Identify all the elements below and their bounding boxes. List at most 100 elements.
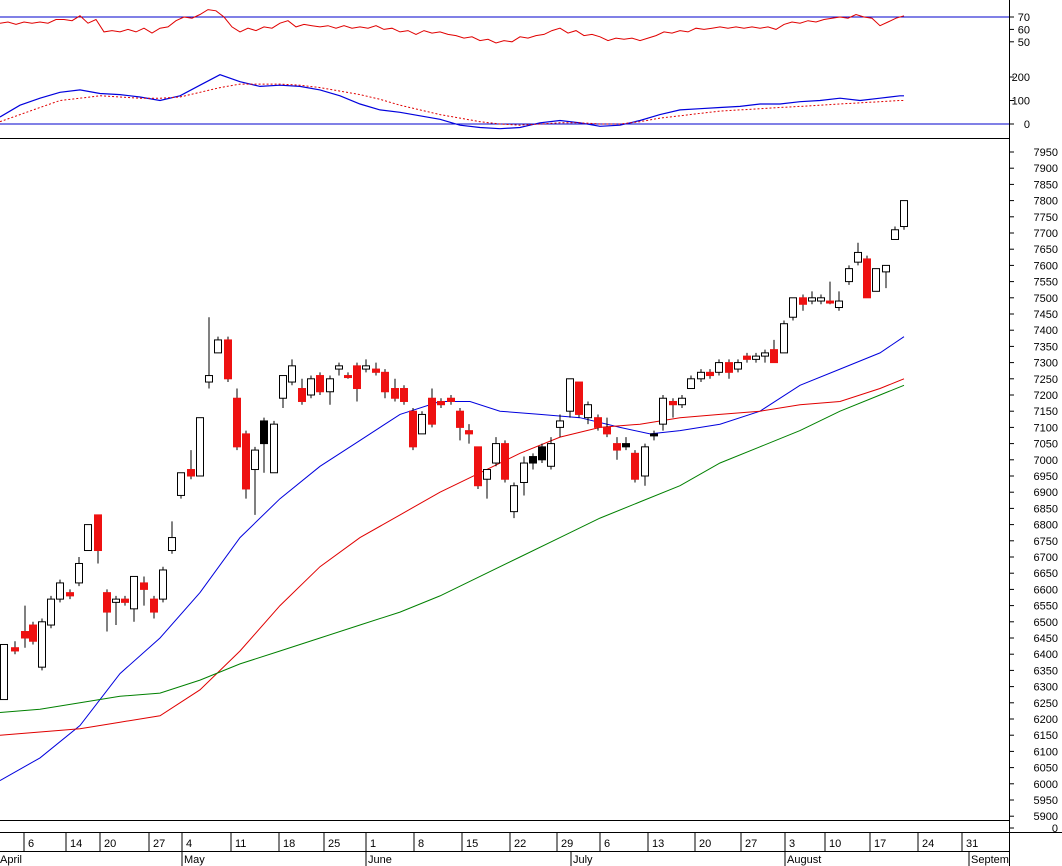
oscillator-line-0 xyxy=(0,74,904,130)
candle-body xyxy=(799,297,807,305)
candle-body xyxy=(437,400,445,406)
candle xyxy=(789,297,797,321)
price-tick-label: 7500 xyxy=(1034,293,1058,305)
candle xyxy=(697,369,705,383)
x-day-label: 22 xyxy=(514,838,526,850)
candle xyxy=(307,375,315,399)
candle-body xyxy=(622,443,630,448)
price-tick-label: 5950 xyxy=(1034,795,1058,807)
price-tick-label: 7100 xyxy=(1034,422,1058,434)
candle-body xyxy=(603,426,611,435)
x-day-label: 13 xyxy=(652,838,664,850)
x-month-label: Septem xyxy=(971,854,1009,866)
candle xyxy=(437,398,445,408)
price-panel xyxy=(0,200,908,782)
candle xyxy=(799,294,807,311)
candle xyxy=(826,281,834,305)
price-tick-label: 6300 xyxy=(1034,682,1058,694)
candle xyxy=(725,359,733,379)
candle-body xyxy=(298,388,306,402)
candle-body xyxy=(483,469,491,480)
candle-body xyxy=(501,443,509,480)
candle xyxy=(168,521,176,554)
rsi-line-0 xyxy=(0,9,905,44)
candle-body xyxy=(900,200,908,228)
candle xyxy=(483,469,491,499)
candle xyxy=(501,440,509,483)
candle-body xyxy=(418,413,426,435)
candle-body xyxy=(140,582,148,590)
candle xyxy=(659,395,667,431)
oscillator-tick-label: 100 xyxy=(1012,96,1030,108)
candle xyxy=(817,294,825,305)
candle xyxy=(900,200,908,230)
candle xyxy=(381,369,389,399)
candle-body xyxy=(584,404,592,419)
candle xyxy=(288,359,296,386)
x-day-label: 25 xyxy=(328,838,340,850)
candle-body xyxy=(214,339,222,354)
candle xyxy=(112,595,120,626)
candle xyxy=(575,381,583,418)
candle-body xyxy=(641,446,649,477)
candle-body xyxy=(556,420,564,428)
candle xyxy=(529,453,537,470)
candle xyxy=(84,524,92,552)
candle xyxy=(335,362,343,376)
candle xyxy=(121,595,129,606)
price-tick-label: 6500 xyxy=(1034,617,1058,629)
price-tick-label: 7250 xyxy=(1034,374,1058,386)
candle xyxy=(538,443,546,464)
candle-body xyxy=(279,375,287,399)
x-day-label: 6 xyxy=(604,838,610,850)
candle-body xyxy=(474,446,482,487)
candle-body xyxy=(409,410,417,448)
candle-body xyxy=(826,300,834,304)
candle xyxy=(38,618,46,671)
candle-body xyxy=(510,485,518,513)
price-tick-label: 7150 xyxy=(1034,406,1058,418)
candle-body xyxy=(112,598,120,603)
price-tick-label: 6400 xyxy=(1034,649,1058,661)
price-tick-label: 6650 xyxy=(1034,568,1058,580)
price-tick-label: 7050 xyxy=(1034,439,1058,451)
candle-body xyxy=(752,355,760,360)
candle-body xyxy=(400,388,408,402)
candle-body xyxy=(547,443,555,467)
candle-body xyxy=(725,362,733,373)
candle-body xyxy=(66,592,74,597)
candle-body xyxy=(362,365,370,370)
candle xyxy=(56,579,64,603)
candle xyxy=(251,446,259,515)
candle-body xyxy=(130,575,138,610)
price-tick-label: 7550 xyxy=(1034,277,1058,289)
candle xyxy=(11,641,19,655)
candle-body xyxy=(715,362,723,373)
candle xyxy=(353,362,361,402)
price-tick-label: 6100 xyxy=(1034,746,1058,758)
rsi-tick-label: 70 xyxy=(1018,12,1030,24)
candle xyxy=(47,595,55,629)
candle-body xyxy=(11,647,19,652)
rsi-tick-label: 50 xyxy=(1018,37,1030,49)
price-tick-label: 7950 xyxy=(1034,147,1058,159)
price-tick-label: 7600 xyxy=(1034,260,1058,272)
candle-body xyxy=(687,378,695,390)
candle-body xyxy=(29,624,37,642)
candle xyxy=(715,359,723,376)
candle-body xyxy=(789,297,797,318)
x-month-label: July xyxy=(573,854,593,866)
price-tick-label: 7700 xyxy=(1034,228,1058,240)
candle xyxy=(492,437,500,467)
candle xyxy=(622,437,630,451)
x-day-label: 10 xyxy=(829,838,841,850)
candle xyxy=(400,385,408,405)
price-tick-label: 6600 xyxy=(1034,584,1058,596)
candle xyxy=(372,362,380,376)
candle xyxy=(845,265,853,285)
candle-body xyxy=(761,352,769,357)
candle xyxy=(770,339,778,364)
candle xyxy=(279,375,287,408)
price-tick-label: 7200 xyxy=(1034,390,1058,402)
candle-body xyxy=(520,462,528,483)
